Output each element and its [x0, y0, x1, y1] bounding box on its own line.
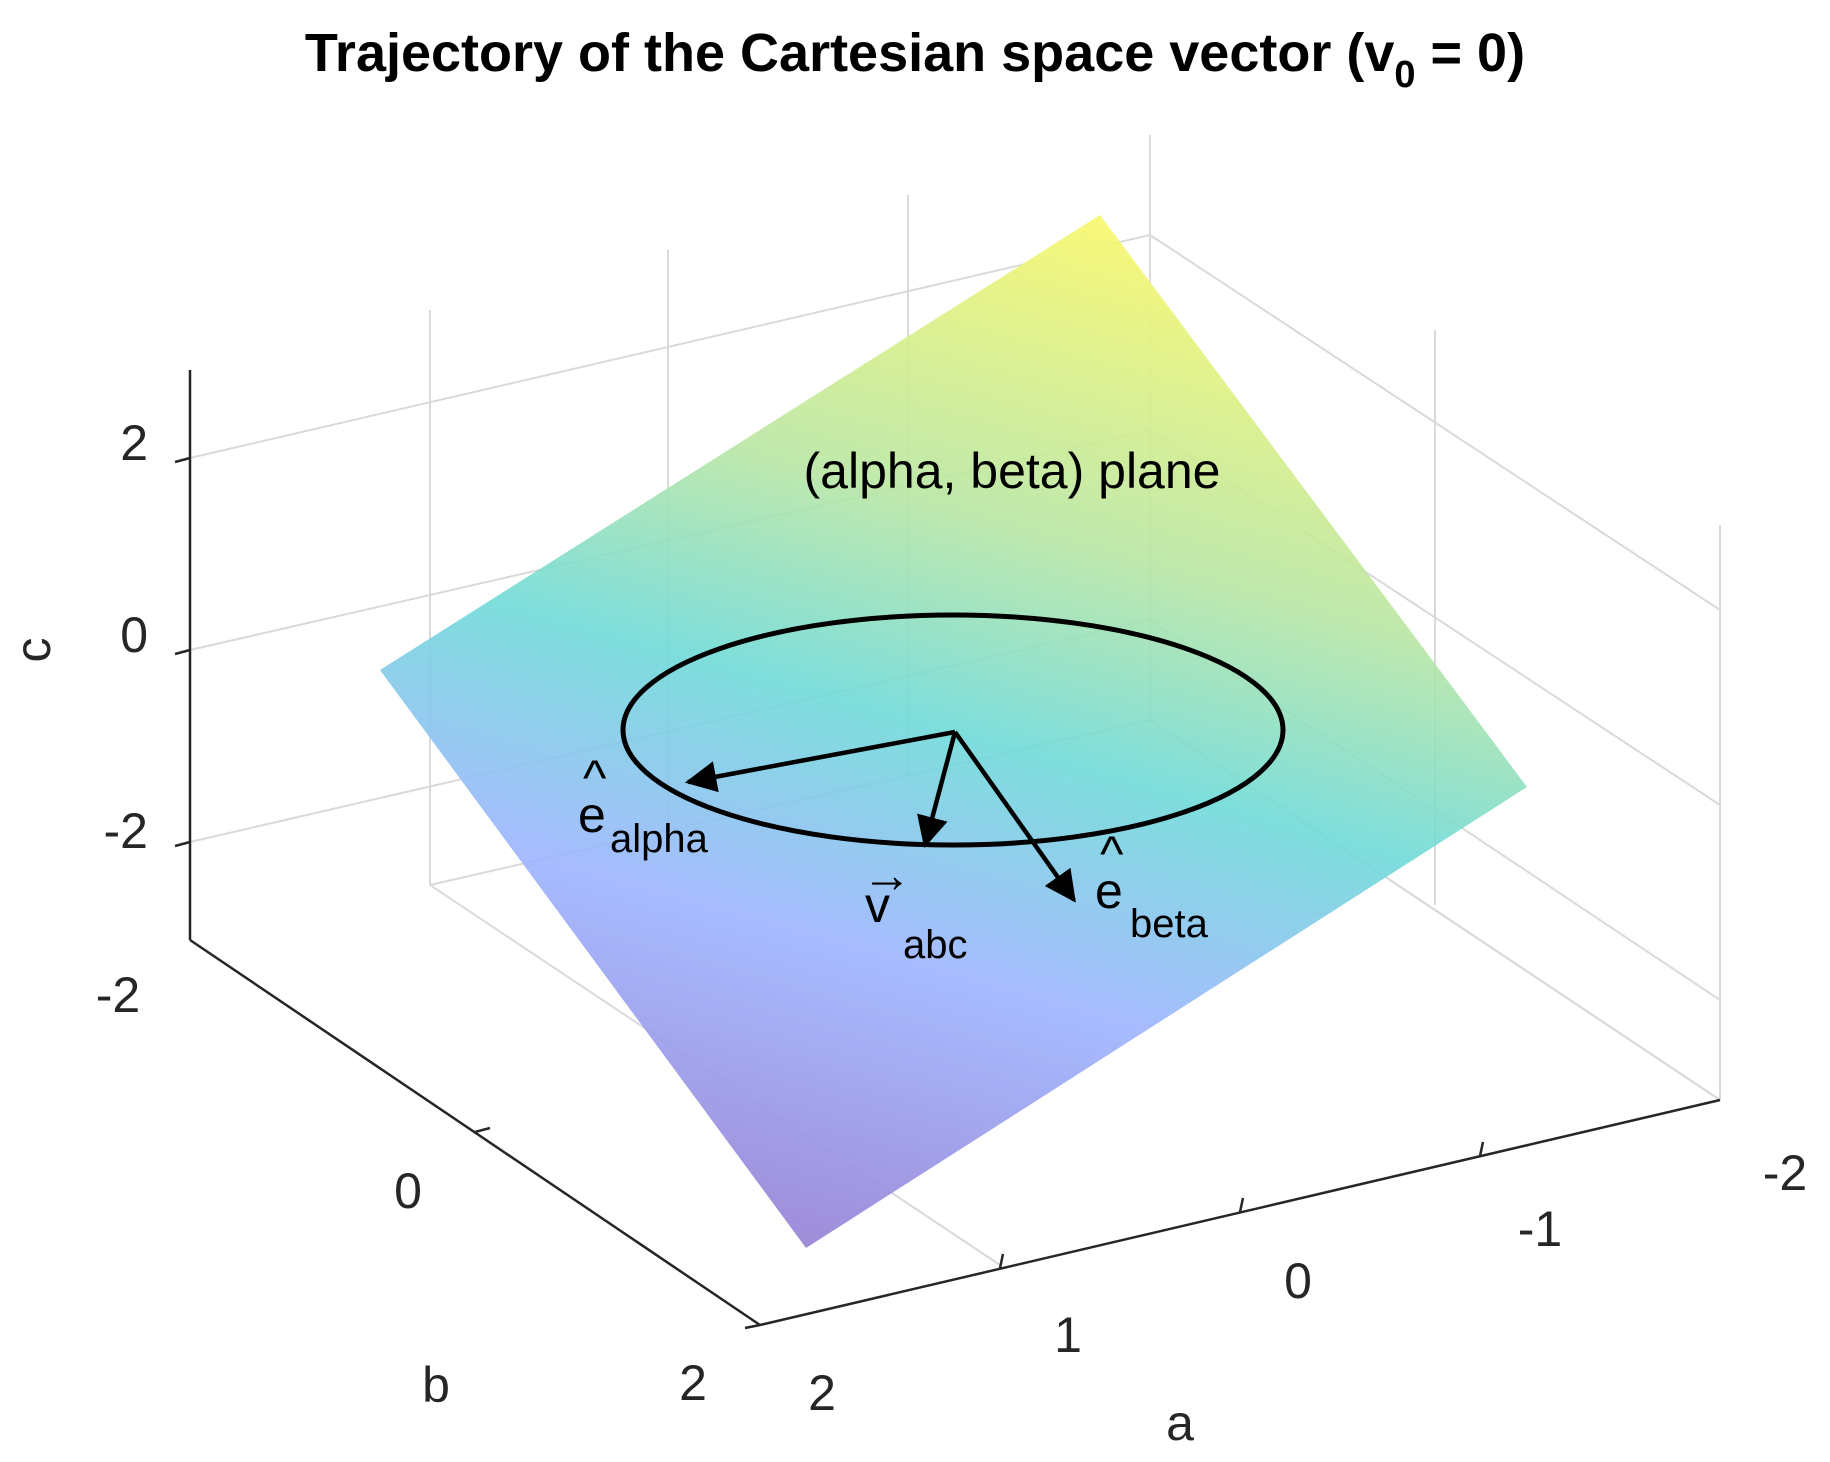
y-tick-label: 0: [394, 1163, 422, 1219]
chart-title: Trajectory of the Cartesian space vector…: [0, 22, 1830, 96]
y-tick-labels: -2 0 2: [96, 967, 707, 1411]
svg-text:^: ^: [1100, 826, 1124, 882]
svg-text:abc: abc: [903, 923, 968, 967]
title-subscript: 0: [1394, 54, 1416, 96]
x-tick-label: 2: [808, 1365, 836, 1421]
e-alpha-vector: [684, 729, 956, 793]
x-tick-label: -1: [1518, 1201, 1562, 1257]
y-axis-label: b: [422, 1357, 450, 1413]
v-abc-vector: [917, 731, 958, 849]
vectors: [684, 729, 1076, 903]
z-axis-label: c: [5, 638, 61, 663]
x-tick-label: -2: [1763, 1145, 1807, 1201]
svg-text:beta: beta: [1130, 902, 1209, 946]
x-tick-labels: 2 1 0 -1 -2: [808, 1145, 1807, 1421]
svg-text:alpha: alpha: [610, 817, 709, 861]
svg-text:→: →: [862, 847, 912, 903]
e-beta-vector: [953, 730, 1076, 903]
b-axis-line: [189, 938, 761, 1327]
plane-label: (alpha, beta) plane: [804, 443, 1221, 499]
x-axis-label: a: [1166, 1395, 1194, 1451]
y-tick-label: 2: [679, 1355, 707, 1411]
svg-text:v: v: [865, 877, 890, 933]
svg-text:^: ^: [583, 750, 607, 806]
z-tick-label: 0: [120, 607, 148, 663]
y-tick-label: -2: [96, 967, 140, 1023]
trajectory-circle: [620, 612, 1286, 848]
svg-text:e: e: [1095, 863, 1123, 919]
x-tick-label: 1: [1054, 1307, 1082, 1363]
x-tick-label: 0: [1284, 1253, 1312, 1309]
tick-marks: [174, 456, 1485, 1330]
axes: [188, 370, 1721, 1327]
z-tick-labels: 2 0 -2: [104, 415, 148, 859]
e-beta-label: e ^ beta: [1095, 826, 1209, 946]
v-abc-label: v → abc: [862, 847, 968, 967]
e-alpha-label: e ^ alpha: [578, 750, 709, 861]
svg-text:e: e: [578, 787, 606, 843]
a-axis-line: [759, 1098, 1721, 1327]
title-text: Trajectory of the Cartesian space vector…: [304, 23, 1395, 83]
title-suffix: = 0): [1415, 23, 1526, 83]
z-tick-label: 2: [120, 415, 148, 471]
z-tick-label: -2: [104, 803, 148, 859]
